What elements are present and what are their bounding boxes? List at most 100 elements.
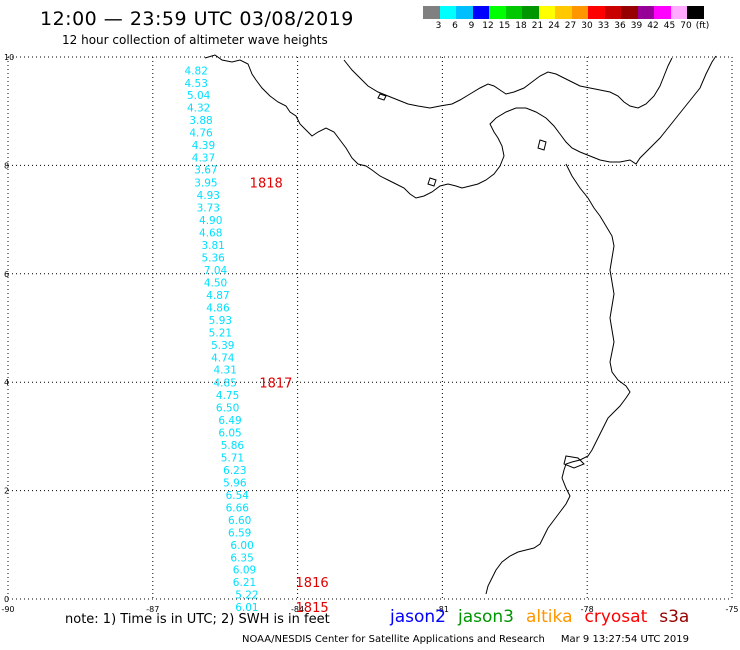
axis-tick-labels: -90 -87 -84 -81 -78 -75 0 2 4 6 8 10 [1, 53, 738, 614]
legend-jason2: jason2 [390, 607, 446, 627]
colorbar-swatch [423, 6, 440, 19]
wave-height-value: 4.50 [204, 277, 227, 289]
credit-timestamp: Mar 9 13:27:54 UTC 2019 [560, 634, 689, 645]
wave-height-value: 6.01 [235, 602, 258, 614]
wave-height-value: 4.68 [199, 228, 222, 240]
colorbar-label: 33 [597, 21, 610, 31]
chart-subtitle: 12 hour collection of altimeter wave hei… [62, 33, 328, 47]
colorbar-label: 6 [452, 21, 458, 31]
wave-height-value: 3.67 [194, 165, 217, 177]
satellite-legend: jason2 jason3 altika cryosat s3a [390, 607, 701, 627]
legend-s3a: s3a [659, 607, 690, 627]
colorbar-swatch [439, 6, 456, 19]
wave-height-value: 3.95 [194, 178, 217, 190]
wave-height-value: 4.31 [214, 365, 237, 377]
pass-time-label: 1818 [250, 177, 283, 192]
wave-height-value: 4.37 [192, 152, 215, 164]
coastline-north [204, 54, 717, 199]
colorbar-swatch [505, 6, 522, 19]
pass-time-labels: 1818 1817 1816 1815 [250, 177, 329, 616]
wave-height-value: 6.60 [228, 515, 251, 527]
y-tick-label: 10 [4, 53, 14, 62]
colorbar-label: 70 [680, 21, 692, 31]
wave-height-value: 5.22 [235, 590, 258, 602]
wave-height-value: 6.49 [218, 415, 241, 427]
colorbar-label: 12 [482, 21, 494, 31]
colorbar-swatch [472, 6, 489, 19]
pass-time-label: 1816 [296, 576, 329, 591]
colorbar-label: (ft) [695, 21, 710, 31]
colorbar-label: 18 [515, 21, 527, 31]
wave-height-value: 4.90 [199, 215, 222, 227]
wave-height-value: 4.39 [192, 140, 215, 152]
colorbar-label: 9 [468, 21, 475, 31]
coastline-panama-pacific [343, 57, 673, 109]
colorbar-swatch [604, 6, 621, 19]
wave-height-value: 6.54 [226, 490, 250, 502]
x-tick-label: -87 [146, 605, 159, 614]
wave-height-value: 5.04 [187, 90, 211, 102]
coastline [204, 54, 717, 595]
legend-jason3: jason3 [458, 607, 514, 627]
wave-height-value: 4.87 [206, 290, 229, 302]
wave-height-value: 4.53 [185, 78, 208, 90]
wave-height-value: 5.96 [223, 477, 247, 489]
credit-line: NOAA/NESDIS Center for Satellite Applica… [242, 634, 689, 645]
wave-height-value: 5.39 [211, 340, 234, 352]
island-4 [563, 455, 585, 469]
wave-height-value: 3.73 [197, 203, 220, 215]
wave-height-value: 6.35 [230, 552, 253, 564]
colorbar-swatch [555, 6, 572, 19]
coastline-colombia-pacific [485, 163, 631, 595]
wave-height-value: 6.59 [228, 527, 251, 539]
colorbar-label: 21 [531, 21, 544, 31]
wave-height-value: 6.00 [230, 540, 253, 552]
pass-time-label: 1817 [259, 377, 292, 392]
colorbar-labels: 3 6 9 12 15 18 21 24 27 30 33 36 39 42 45 70 (ft) [423, 21, 740, 35]
y-tick-label: 4 [4, 378, 9, 387]
wave-height-value: 4.86 [206, 302, 230, 314]
colorbar [423, 6, 704, 19]
wave-height-value: 4.75 [216, 390, 239, 402]
lat-lon-grid [7, 56, 733, 600]
colorbar-swatch [670, 6, 687, 19]
footer-note: note: 1) Time is in UTC; 2) SWH is in fe… [65, 612, 330, 627]
colorbar-label: 39 [630, 21, 643, 31]
credit-text: NOAA/NESDIS Center for Satellite Applica… [242, 634, 545, 645]
legend-cryosat: cryosat [584, 607, 648, 627]
wave-height-value: 6.50 [216, 403, 239, 415]
colorbar-swatch [637, 6, 654, 19]
y-tick-label: 0 [4, 595, 9, 604]
colorbar-swatch [588, 6, 605, 19]
wave-height-value: 5.21 [209, 327, 232, 339]
wave-height-value: 5.71 [221, 453, 244, 465]
colorbar-label: 15 [498, 21, 511, 31]
wave-height-value: 4.82 [185, 66, 208, 78]
colorbar-swatch [654, 6, 671, 19]
island-3 [537, 139, 547, 151]
wave-height-value: 6.09 [233, 565, 256, 577]
colorbar-label: 24 [548, 21, 560, 31]
wave-height-value: 6.21 [233, 577, 256, 589]
y-tick-label: 6 [4, 270, 9, 279]
wave-height-value: 5.36 [201, 253, 225, 265]
y-tick-label: 8 [4, 161, 9, 170]
wave-height-value: 3.88 [189, 115, 212, 127]
x-tick-label: -84 [291, 605, 304, 614]
wave-height-value: 7.04 [204, 265, 228, 277]
wave-height-value: 4.76 [189, 127, 213, 139]
colorbar-label: 45 [663, 21, 676, 31]
wave-height-value: 3.81 [201, 240, 224, 252]
wave-height-value: 5.86 [221, 440, 245, 452]
colorbar-swatch [489, 6, 506, 19]
wave-height-value: 5.93 [209, 315, 232, 327]
colorbar-swatch [456, 6, 473, 19]
x-tick-label: -75 [725, 605, 738, 614]
colorbar-swatch [522, 6, 539, 19]
wave-height-value: 6.23 [223, 465, 246, 477]
wave-height-value: 4.93 [197, 190, 220, 202]
wave-height-values: 4.824.535.044.323.884.764.394.373.673.95… [185, 66, 259, 615]
wave-height-value: 4.32 [187, 102, 210, 114]
colorbar-label: 3 [435, 21, 442, 31]
